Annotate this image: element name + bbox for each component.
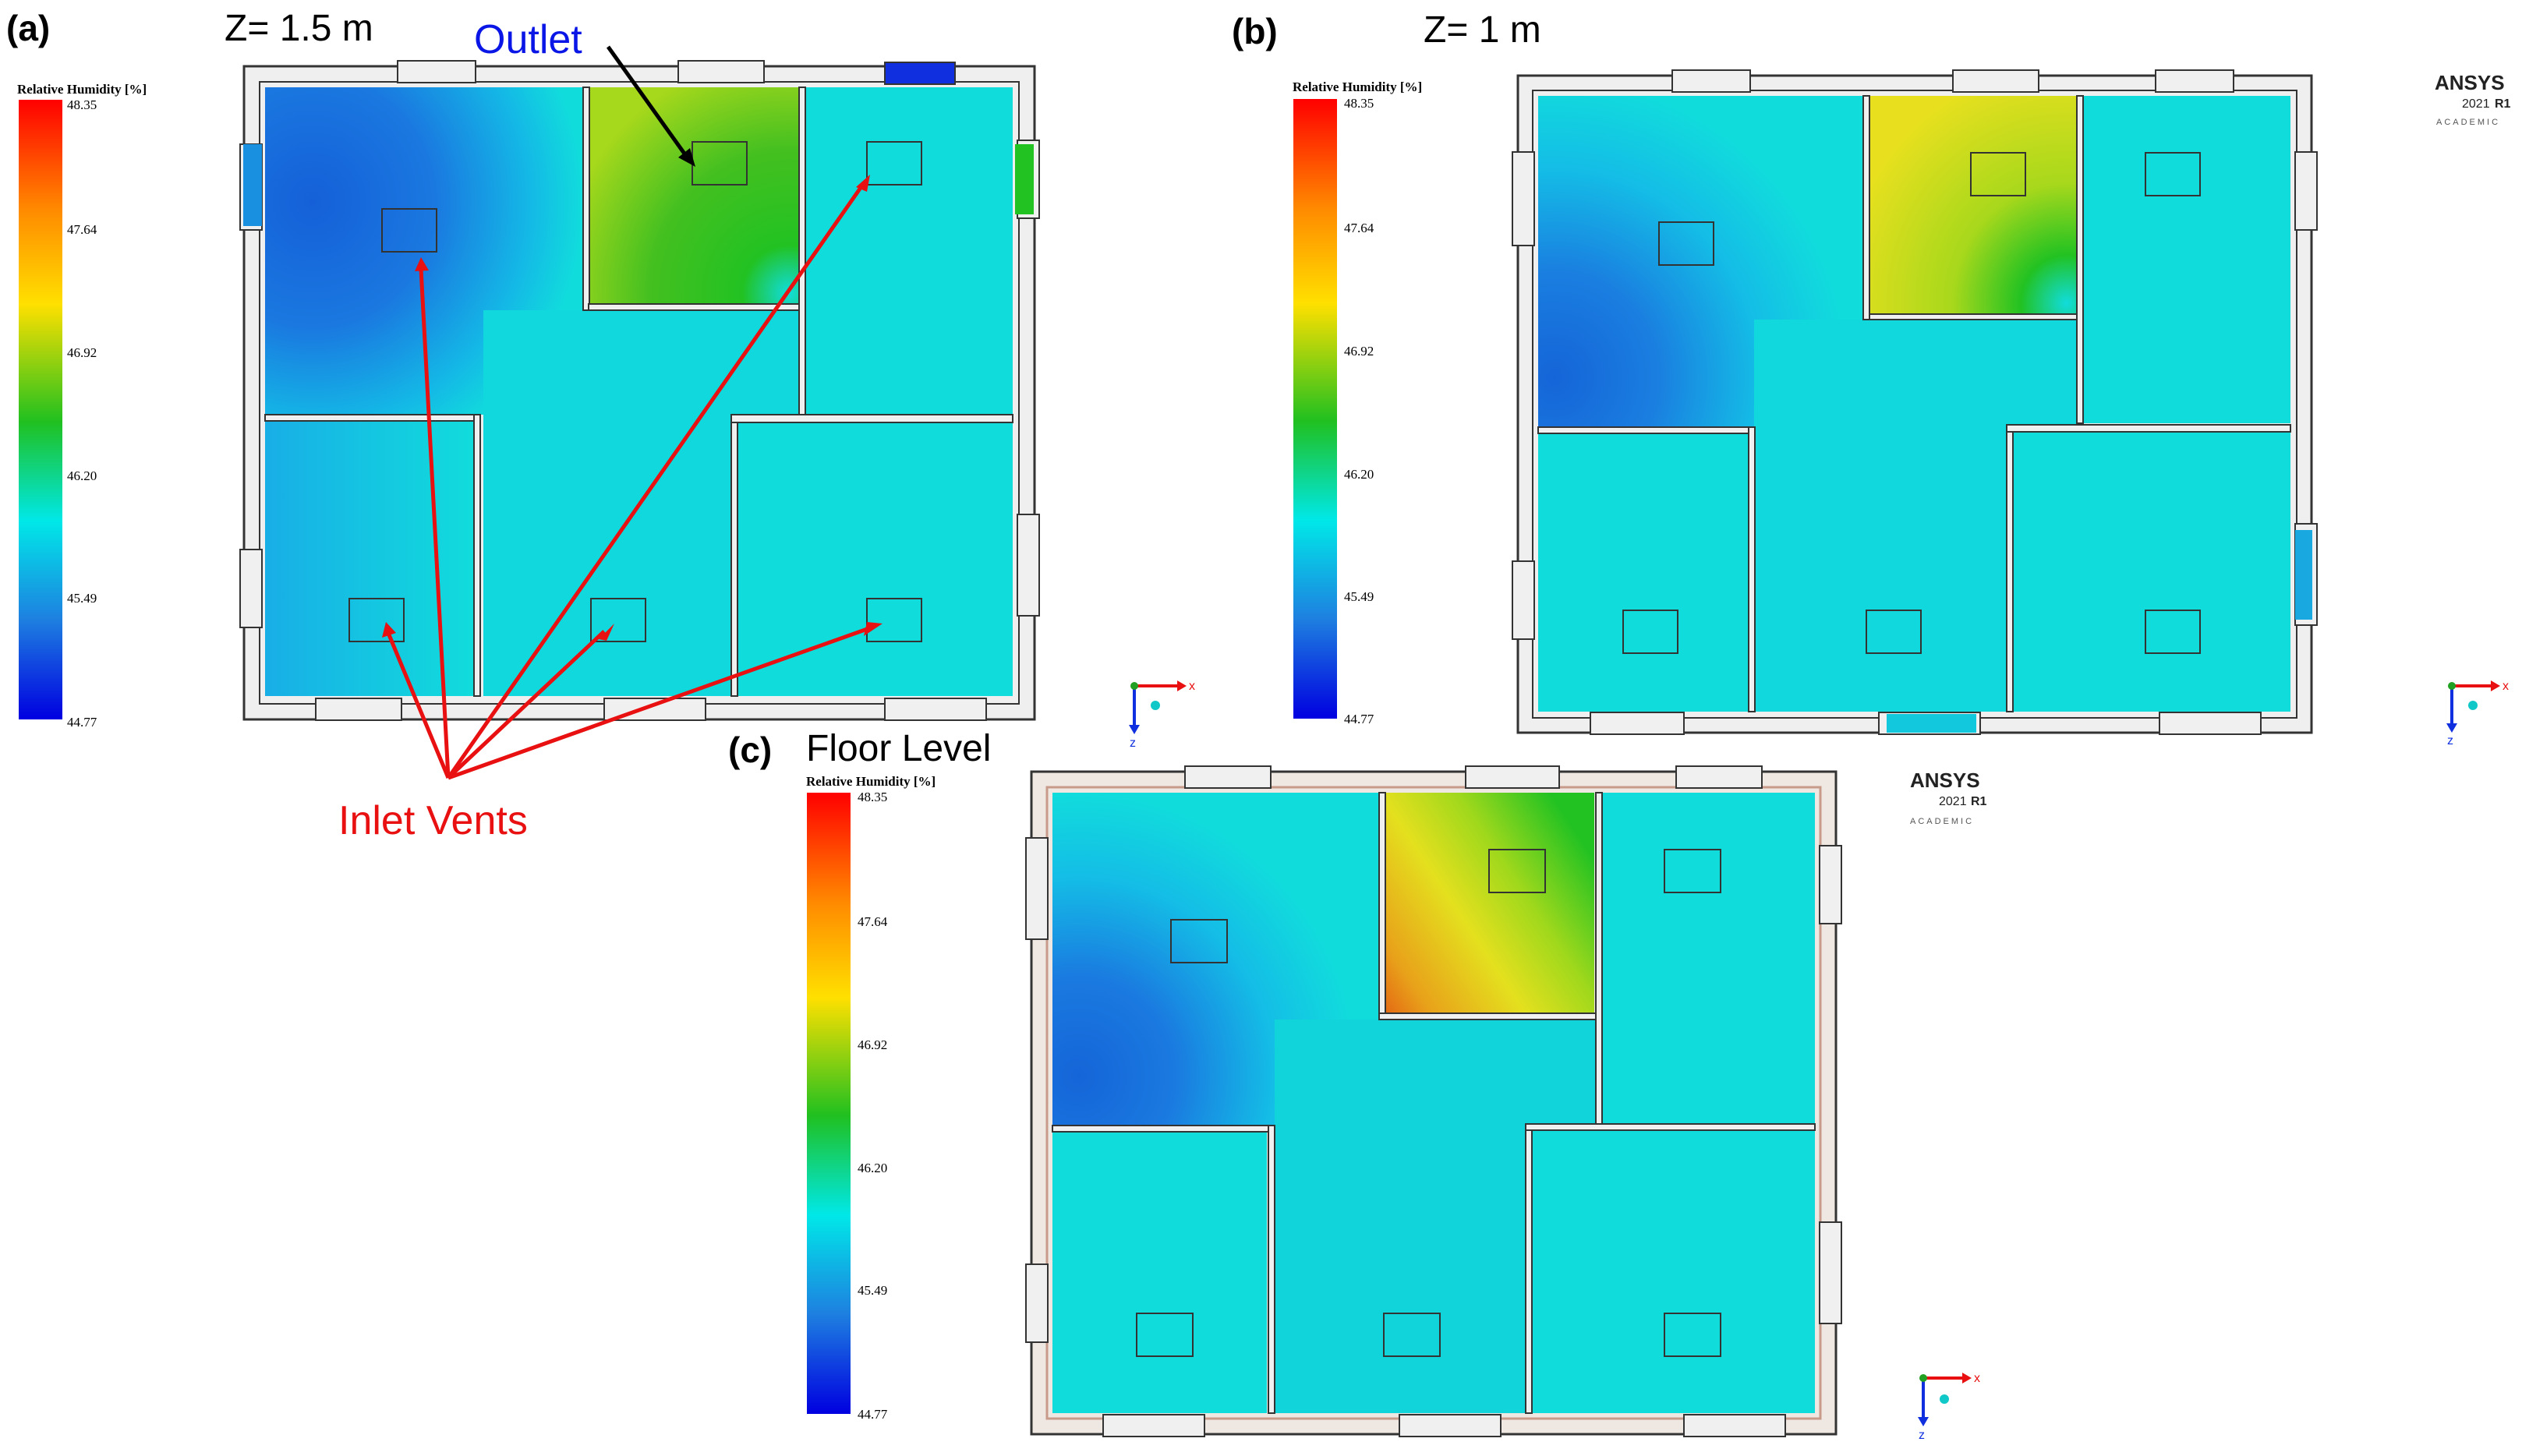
- legend-a-colorbar: [19, 100, 62, 719]
- legend-a-tick: 46.20: [67, 468, 97, 483]
- inlet-vent-a5: [590, 598, 646, 642]
- panel-a: (a) Z= 1.5 m Relative Humidity [%] 48.35…: [6, 8, 1195, 750]
- inlet-vent-b4: [1622, 610, 1678, 654]
- axis-triad-b: x z: [2446, 680, 2509, 747]
- ansys-logo-c: ANSYS 2021 R1 ACADEMIC: [1910, 769, 1987, 826]
- legend-c-title: Relative Humidity [%]: [806, 774, 936, 789]
- ansys-brand: ANSYS: [2435, 71, 2505, 94]
- inlet-vent-c3: [1664, 849, 1721, 893]
- axis-triad-a: x z: [1129, 680, 1195, 750]
- panel-b-title: Z= 1 m: [1424, 9, 1541, 51]
- ansys-brand: ANSYS: [1910, 769, 1980, 792]
- legend-b-colorbar: [1293, 99, 1337, 719]
- legend-b-tick: 46.20: [1344, 467, 1374, 482]
- legend-c-tick: 47.64: [858, 914, 888, 929]
- legend-a-tick: 48.35: [67, 97, 97, 112]
- axis-x-label: x: [1189, 680, 1195, 693]
- legend-b-tick: 45.49: [1344, 589, 1374, 604]
- legend-c: Relative Humidity [%] 48.35 47.64 46.92 …: [806, 774, 936, 1422]
- room-b-topright: [2083, 96, 2290, 423]
- panel-c: (c) Floor Level Relative Humidity [%] 48…: [728, 728, 1987, 1442]
- panel-a-title: Z= 1.5 m: [225, 8, 373, 49]
- room-c-botleft: [1052, 1132, 1267, 1413]
- floor-plan-a: [239, 60, 1040, 721]
- room-b-botright: [2013, 430, 2290, 712]
- ansys-release: R1: [1971, 795, 1987, 808]
- outlet-label: Outlet: [474, 17, 582, 62]
- inlet-vent-a1: [381, 208, 437, 253]
- ansys-version: 2021: [2462, 97, 2490, 111]
- inlet-vent-c1: [1170, 919, 1228, 963]
- inlet-vent-b5: [1866, 610, 1922, 654]
- axis-triad-c: x z: [1918, 1372, 1980, 1442]
- legend-c-tick: 44.77: [858, 1407, 888, 1422]
- annotations-a: Outlet Inlet Vents: [338, 17, 883, 843]
- axis-z-label: z: [1919, 1429, 1925, 1442]
- inlet-vent-a4: [348, 598, 405, 642]
- floor-plan-c: [1025, 765, 1842, 1437]
- axis-z-label: z: [2447, 734, 2453, 747]
- legend-a-title: Relative Humidity [%]: [17, 82, 147, 97]
- inlet-vent-b3: [2145, 152, 2201, 196]
- room-a-top-green: [589, 87, 799, 304]
- legend-a-tick: 47.64: [67, 222, 97, 237]
- legend-b-tick: 47.64: [1344, 221, 1374, 235]
- inlet-vent-c4: [1136, 1313, 1194, 1357]
- axis-x-label: x: [1974, 1372, 1980, 1385]
- inlet-vent-c2: [1488, 849, 1546, 893]
- ansys-edition: ACADEMIC: [1910, 817, 1974, 826]
- panel-b-label: (b): [1232, 11, 1278, 51]
- axis-x-label: x: [2503, 680, 2509, 693]
- legend-c-tick: 46.92: [858, 1037, 887, 1052]
- legend-a-tick: 44.77: [67, 715, 97, 730]
- inlet-vents-label: Inlet Vents: [338, 798, 528, 843]
- room-a-topright: [805, 87, 1013, 415]
- outlet-vent-a: [884, 62, 956, 85]
- legend-b-tick: 44.77: [1344, 712, 1374, 726]
- inlet-vent-a6: [866, 598, 922, 642]
- inlet-vent-a3: [866, 141, 922, 186]
- panel-b: (b) Z= 1 m Relative Humidity [%] 48.35 4…: [1232, 9, 2511, 747]
- ansys-logo-b: ANSYS 2021 R1 ACADEMIC: [2435, 71, 2511, 127]
- legend-a: Relative Humidity [%] 48.35 47.64 46.92 …: [17, 82, 147, 730]
- panel-c-label: (c): [728, 730, 772, 770]
- inlet-vent-b6: [2145, 610, 2201, 654]
- legend-b-tick: 46.92: [1344, 344, 1374, 359]
- legend-a-tick: 46.92: [67, 345, 97, 360]
- floor-plan-b: [1512, 69, 2318, 735]
- inlet-vent-c6: [1664, 1313, 1721, 1357]
- inlet-vent-c5: [1383, 1313, 1441, 1357]
- room-b-top-yellow: [1869, 96, 2077, 314]
- legend-b: Relative Humidity [%] 48.35 47.64 46.92 …: [1293, 80, 1422, 726]
- inlet-vent-b2: [1970, 152, 2026, 196]
- panel-c-title: Floor Level: [806, 728, 991, 769]
- room-c-topright: [1602, 793, 1815, 1124]
- legend-c-tick: 45.49: [858, 1283, 887, 1298]
- legend-c-tick: 46.20: [858, 1161, 887, 1175]
- room-c-top-yellow: [1385, 793, 1594, 1013]
- room-b-botleft: [1538, 433, 1749, 712]
- room-a-botleft: [265, 421, 474, 696]
- legend-b-tick: 48.35: [1344, 96, 1374, 111]
- ansys-release: R1: [2495, 97, 2511, 111]
- panel-a-label: (a): [6, 8, 50, 48]
- legend-a-tick: 45.49: [67, 591, 97, 606]
- room-c-botright: [1532, 1130, 1815, 1413]
- legend-c-tick: 48.35: [858, 790, 887, 804]
- ansys-edition: ACADEMIC: [2436, 118, 2500, 127]
- legend-b-title: Relative Humidity [%]: [1293, 80, 1422, 94]
- room-a-botright: [737, 422, 1013, 696]
- axis-z-label: z: [1130, 737, 1136, 750]
- inlet-vent-b1: [1658, 221, 1714, 266]
- ansys-version: 2021: [1939, 795, 1967, 808]
- legend-c-colorbar: [807, 793, 851, 1414]
